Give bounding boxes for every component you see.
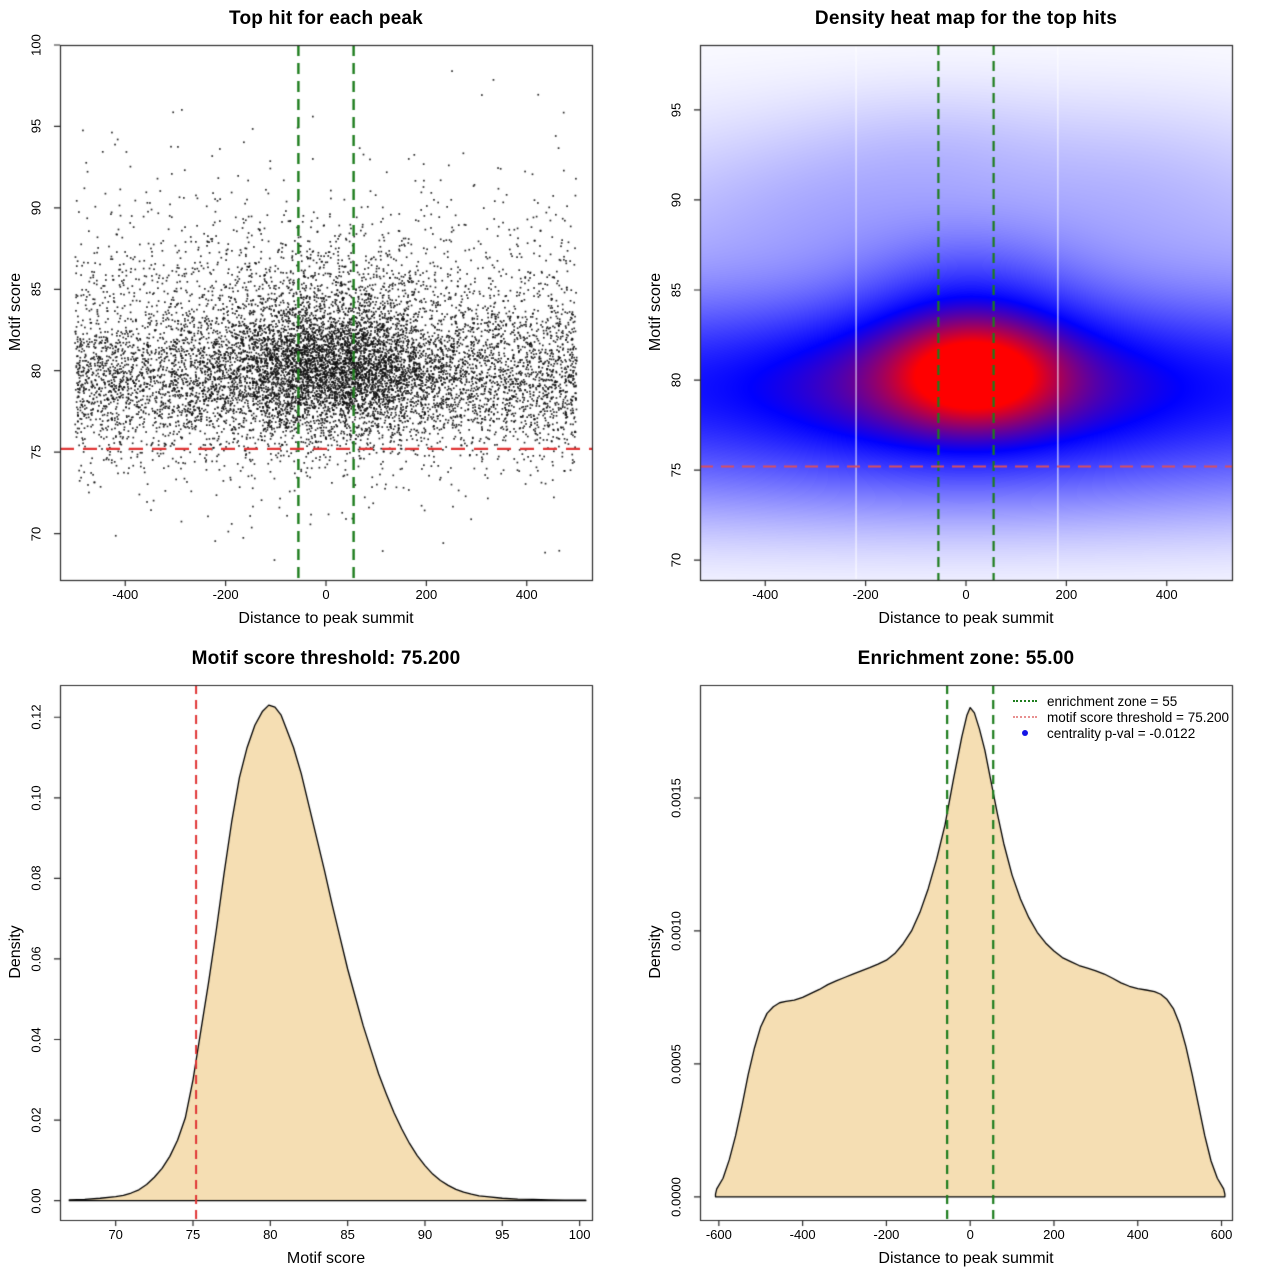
- x-tick-label: -200: [852, 587, 879, 602]
- x-tick-label: 200: [415, 587, 438, 602]
- y-tick-label: 80: [668, 372, 684, 388]
- y-tick-label: 70: [28, 526, 44, 541]
- y-tick-label: 75: [668, 462, 684, 478]
- dotted-line-swatch-icon: [1012, 712, 1038, 722]
- scatter-y-axis-label: Motif score: [7, 272, 24, 352]
- distance-density-x-axis-label: Distance to peak summit: [878, 1250, 1054, 1267]
- score-density-panel: Motif score threshold: 75.200 Motif scor…: [0, 640, 640, 1280]
- x-tick-label: -400: [752, 587, 779, 602]
- scatter-title: Top hit for each peak: [229, 8, 423, 29]
- x-tick-label: 400: [1126, 1227, 1149, 1242]
- point-swatch-icon: [1012, 728, 1038, 738]
- y-tick-label: 85: [28, 282, 44, 297]
- distance-density-title: Enrichment zone: 55.00: [857, 648, 1075, 669]
- y-tick-label: 0.0000: [668, 1176, 684, 1217]
- x-tick-label: -400: [789, 1227, 816, 1242]
- legend-item-centrality-pval: centrality p-val = -0.0122: [1012, 725, 1229, 741]
- x-tick-label: 0: [966, 1227, 974, 1242]
- x-tick-label: 200: [1055, 587, 1078, 602]
- x-tick-label: 100: [568, 1227, 591, 1242]
- scatter-panel: Top hit for each peak Distance to peak s…: [0, 0, 640, 640]
- y-tick-label: 0.04: [28, 1026, 44, 1053]
- legend-item-score-threshold: motif score threshold = 75.200: [1012, 709, 1229, 725]
- y-tick-label: 0.06: [28, 946, 44, 972]
- legend-label: motif score threshold = 75.200: [1047, 709, 1229, 725]
- x-tick-label: 400: [515, 587, 538, 602]
- y-tick-label: 75: [28, 444, 44, 460]
- y-tick-label: 0.10: [28, 785, 44, 811]
- score-density-plot-canvas: [0, 640, 640, 1280]
- x-tick-label: 80: [263, 1227, 278, 1242]
- distance-density-plot-canvas: [640, 640, 1280, 1280]
- x-tick-label: -200: [212, 587, 239, 602]
- distance-density-panel: Enrichment zone: 55.00 Distance to peak …: [640, 640, 1280, 1280]
- heatmap-y-axis-label: Motif score: [647, 272, 664, 352]
- y-tick-label: 0.0005: [668, 1044, 684, 1084]
- heatmap-x-axis-label: Distance to peak summit: [878, 610, 1054, 627]
- legend-item-enrichment-zone: enrichment zone = 55: [1012, 693, 1229, 709]
- y-tick-label: 70: [668, 552, 684, 568]
- scatter-plot-canvas: [0, 0, 640, 640]
- heatmap-panel: Density heat map for the top hits Distan…: [640, 0, 1280, 640]
- y-tick-label: 85: [668, 282, 684, 298]
- y-tick-label: 90: [668, 192, 684, 208]
- x-tick-label: -200: [873, 1227, 900, 1242]
- dotted-line-swatch-icon: [1012, 696, 1038, 706]
- y-tick-label: 95: [28, 119, 44, 134]
- scatter-x-axis-label: Distance to peak summit: [238, 610, 414, 627]
- distance-density-y-axis-label: Density: [647, 925, 664, 979]
- x-tick-label: 70: [108, 1227, 123, 1242]
- x-tick-label: -600: [705, 1227, 732, 1242]
- x-tick-label: 90: [417, 1227, 433, 1242]
- x-tick-label: 200: [1043, 1227, 1065, 1242]
- score-density-x-axis-label: Motif score: [286, 1250, 366, 1267]
- x-tick-label: 0: [962, 587, 970, 602]
- y-tick-label: 0.02: [28, 1107, 44, 1133]
- heatmap-title: Density heat map for the top hits: [814, 8, 1118, 29]
- plot-legend: enrichment zone = 55 motif score thresho…: [1012, 693, 1229, 741]
- x-tick-label: 75: [185, 1227, 201, 1242]
- y-tick-label: 100: [28, 34, 44, 56]
- x-tick-label: 0: [322, 587, 330, 602]
- y-tick-label: 0.0010: [668, 911, 684, 951]
- heatmap-plot-canvas: [640, 0, 1280, 640]
- y-tick-label: 0.12: [28, 704, 44, 730]
- y-tick-label: 0.00: [28, 1188, 44, 1214]
- y-tick-label: 0.0015: [668, 778, 684, 818]
- y-tick-label: 0.08: [28, 865, 44, 892]
- x-tick-label: 85: [340, 1227, 355, 1242]
- x-tick-label: 600: [1210, 1227, 1233, 1242]
- legend-label: centrality p-val = -0.0122: [1047, 725, 1196, 741]
- x-tick-label: 400: [1155, 587, 1178, 602]
- score-density-y-axis-label: Density: [7, 925, 24, 979]
- legend-label: enrichment zone = 55: [1047, 693, 1178, 709]
- y-tick-label: 90: [28, 200, 44, 216]
- x-tick-label: -400: [112, 587, 139, 602]
- score-density-title: Motif score threshold: 75.200: [191, 648, 461, 669]
- y-tick-label: 95: [668, 102, 684, 118]
- y-tick-label: 80: [28, 363, 44, 378]
- x-tick-label: 95: [495, 1227, 510, 1242]
